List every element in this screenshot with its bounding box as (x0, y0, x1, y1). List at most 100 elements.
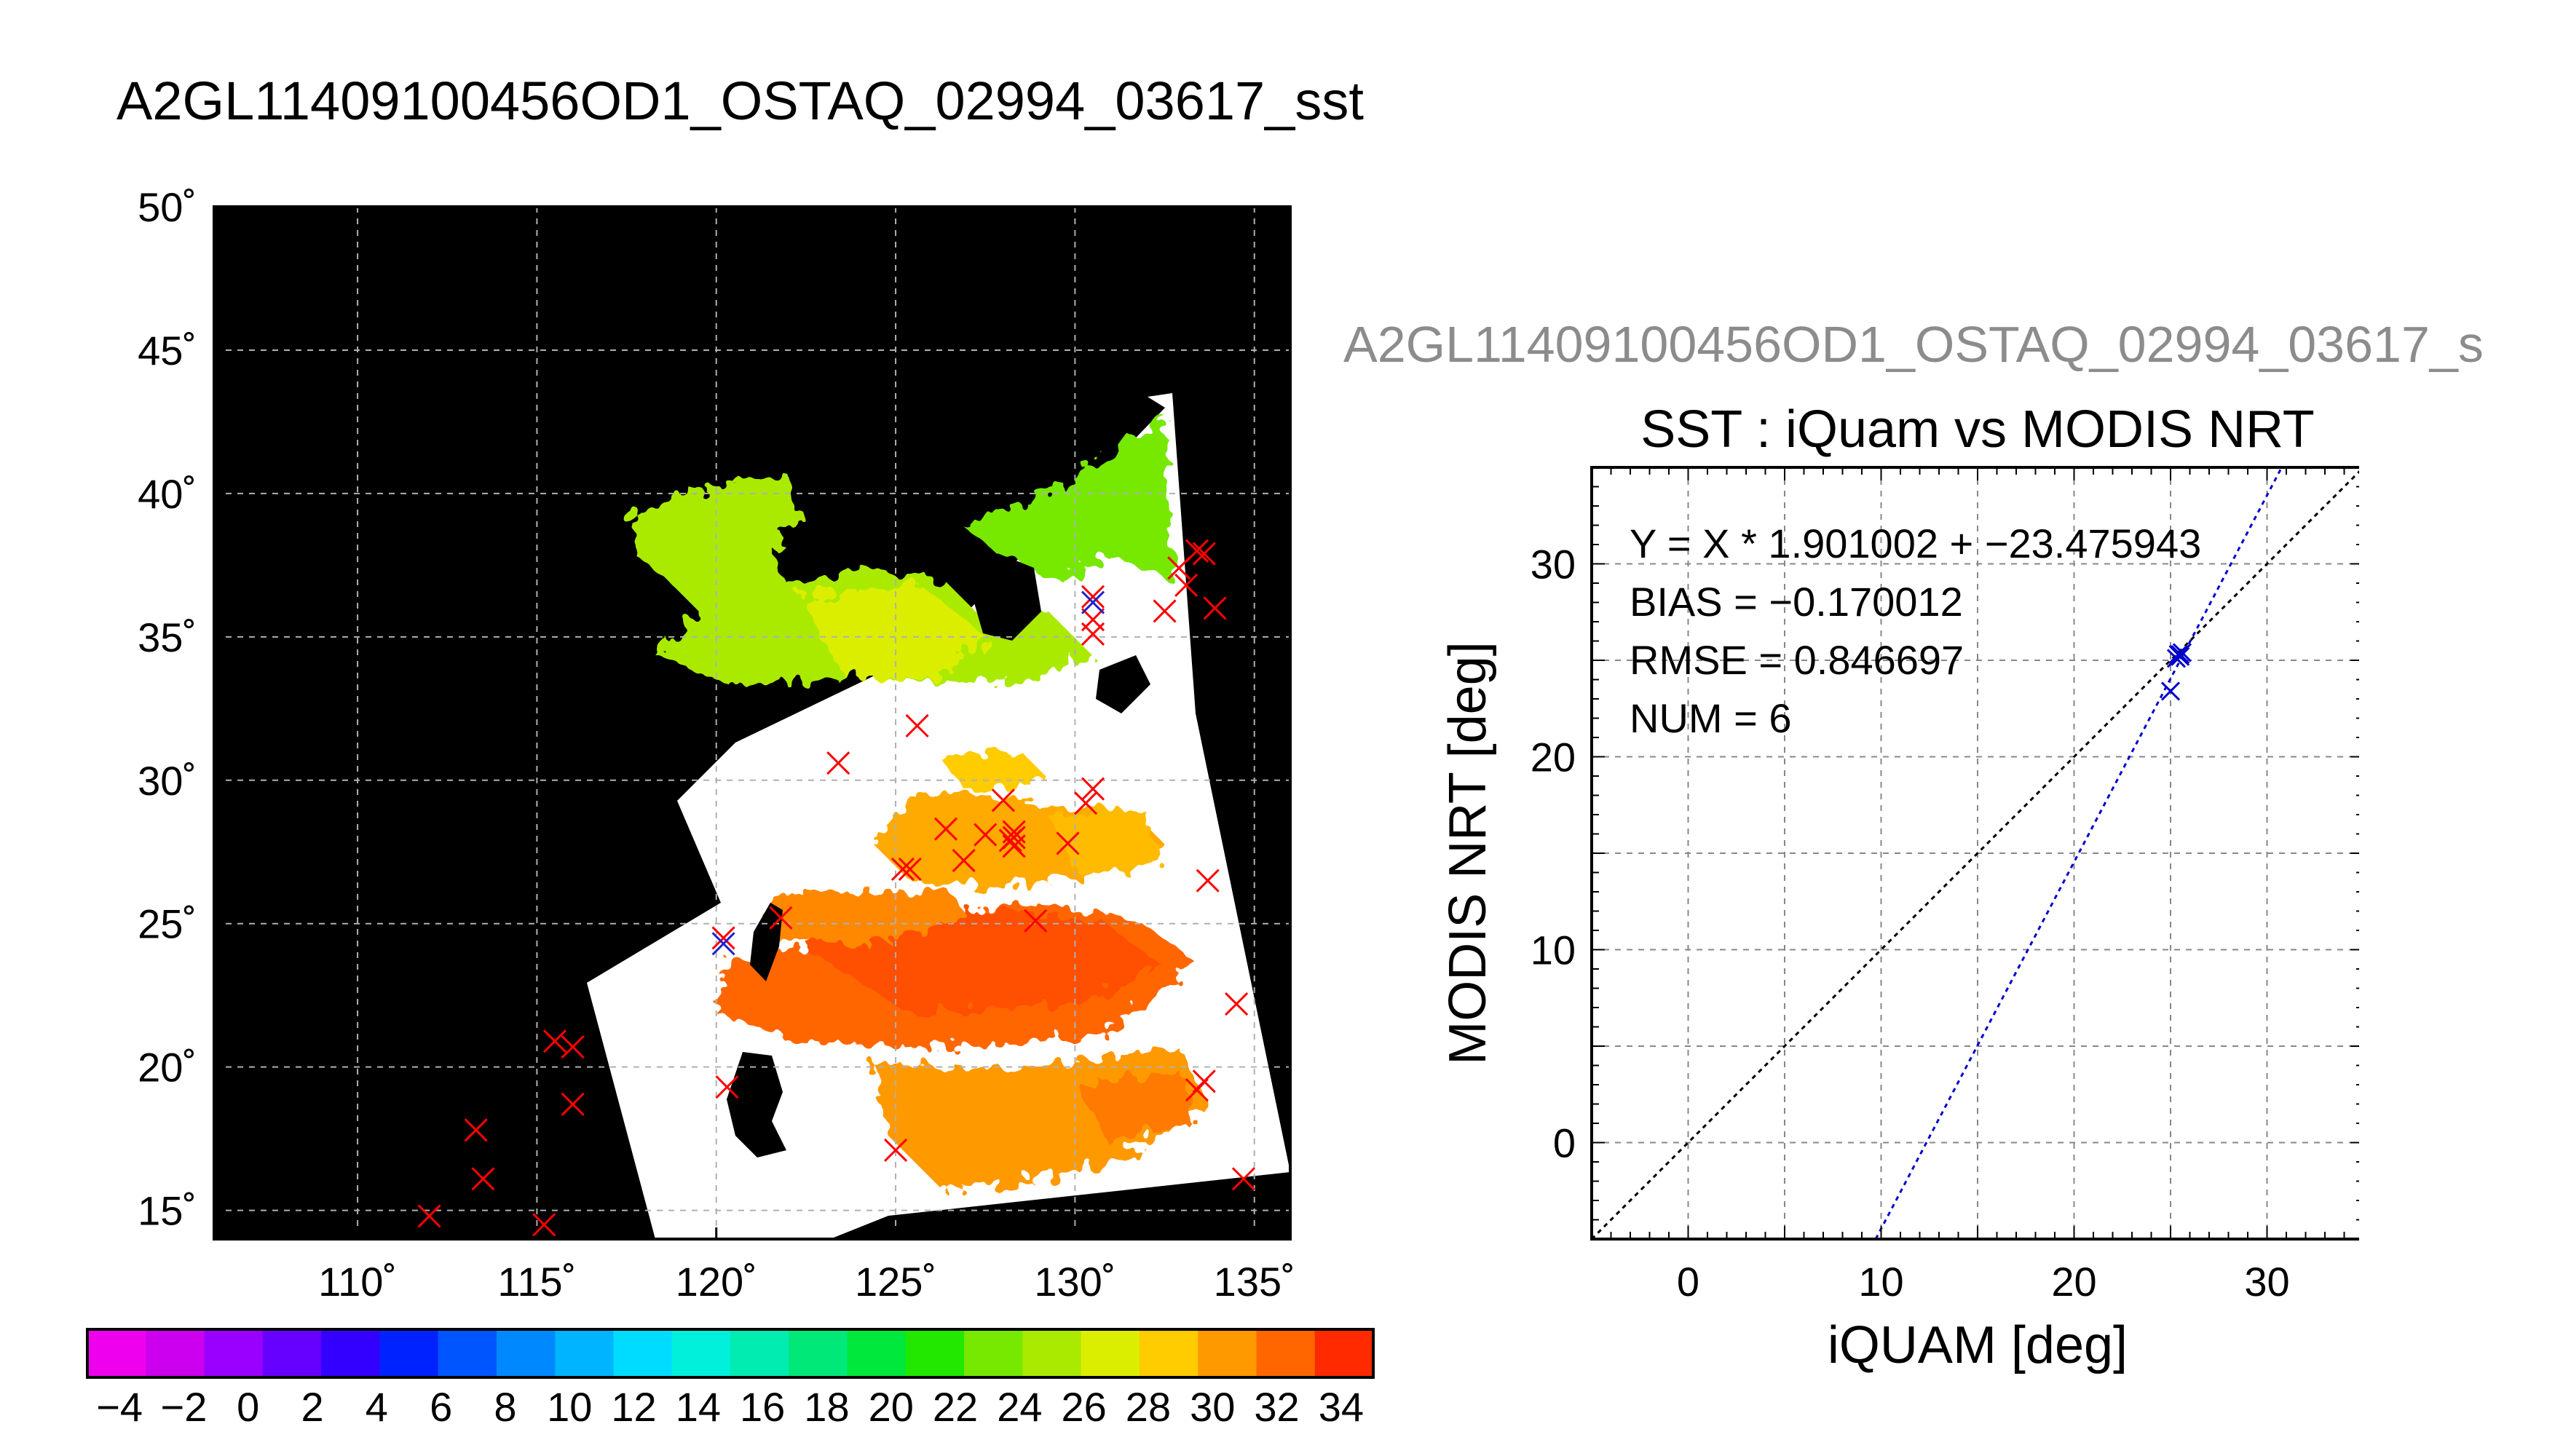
buoy-marker (471, 1167, 495, 1191)
scatter-points (2160, 643, 2192, 701)
buoy-marker (974, 823, 998, 847)
buoy-marker (898, 857, 922, 881)
scatter-stat-line: Y = X * 1.901002 + −23.475943 (1630, 521, 2201, 566)
colorbar-cell (1081, 1329, 1140, 1377)
map-frame (213, 205, 1292, 1241)
map-lat-label: 15˚ (138, 1188, 197, 1234)
map-lat-label: 40˚ (138, 471, 197, 517)
map-lon-label: 125˚ (855, 1259, 936, 1305)
buoy-marker (1153, 599, 1177, 623)
matchup-marker (1081, 590, 1105, 614)
buoy-marker (1192, 542, 1216, 566)
colorbar-cell (1198, 1329, 1257, 1377)
scatter-y-tick-label: 0 (1553, 1120, 1576, 1166)
colorbar-tick-label: 32 (1254, 1384, 1299, 1430)
buoy-marker (1185, 1078, 1209, 1102)
scatter-stat-line: BIAS = −0.170012 (1630, 579, 1963, 625)
buoy-marker (561, 1092, 585, 1116)
map-lon-label: 135˚ (1214, 1259, 1295, 1305)
scatter-x-axis-label: iQUAM [deg] (1828, 1316, 2128, 1374)
colorbar-tick-label: 22 (933, 1384, 978, 1430)
buoy-marker (905, 713, 929, 737)
kyushu-island (1096, 655, 1150, 713)
colorbar-cell (87, 1329, 146, 1377)
colorbar-cell (438, 1329, 497, 1377)
buoy-marker (1074, 791, 1098, 815)
map-lat-label: 45˚ (138, 328, 197, 373)
colorbar-tick-label: 24 (997, 1384, 1042, 1430)
colorbar-cell (204, 1329, 264, 1377)
scatter-file-title: A2GL11409100456OD1_OSTAQ_02994_03617_s (1343, 316, 2484, 373)
colorbar-tick-label: 2 (301, 1384, 323, 1430)
colorbar-cells (87, 1329, 1374, 1377)
regression-line (1874, 467, 2283, 1239)
scatter-plot: SST : iQuam vs MODIS NRT 0 10 20 30 0 10 20 30… (1439, 400, 2359, 1374)
colorbar-cell (555, 1329, 614, 1377)
buoy-marker (1024, 909, 1048, 933)
colorbar-cell (379, 1329, 439, 1377)
buoy-marker (891, 857, 915, 881)
scatter-y-tick-label: 10 (1531, 927, 1576, 973)
map-lat-label: 35˚ (138, 614, 197, 660)
colorbar-cell (321, 1329, 380, 1377)
colorbar-tick-label: 18 (804, 1384, 849, 1430)
scatter-statistics: Y = X * 1.901002 + −23.475943 BIAS = −0.1… (1630, 521, 2201, 741)
colorbar-tick-label: −2 (161, 1384, 208, 1430)
buoy-marker (1231, 1167, 1256, 1191)
colorbar-tick-label: 0 (237, 1384, 259, 1430)
scatter-y-tick-labels: 0 10 20 30 (1531, 542, 1576, 1166)
matchup-marker (711, 932, 735, 956)
map-lon-label: 110˚ (318, 1259, 397, 1305)
colorbar-tick-label: 30 (1190, 1384, 1235, 1430)
identity-line (1592, 470, 2359, 1239)
map-lon-label: 120˚ (676, 1259, 757, 1305)
colorbar-cell (1022, 1329, 1082, 1377)
scatter-x-tick-label: 30 (2244, 1259, 2289, 1305)
colorbar-tick-label: 28 (1126, 1384, 1171, 1430)
map-lat-label: 30˚ (138, 758, 197, 804)
map-lat-label: 20˚ (138, 1045, 197, 1091)
colorbar-cell (905, 1329, 965, 1377)
buoy-marker (1196, 869, 1220, 893)
colorbar-tick-label: 10 (547, 1384, 592, 1430)
scatter-y-tick-label: 30 (1531, 542, 1576, 587)
luzon-island (727, 1052, 786, 1158)
buoy-marker (561, 1035, 585, 1059)
colorbar-tick-label: 34 (1319, 1384, 1364, 1430)
colorbar-tick-label: 26 (1062, 1384, 1107, 1430)
sst-map: 110˚ 115˚ 120˚ 125˚ 130˚ 135˚ 50˚ 45˚ 40˚ 35˚ 30˚… (138, 184, 1295, 1305)
scatter-x-tick-label: 10 (1858, 1259, 1903, 1305)
map-lat-label: 25˚ (138, 901, 197, 947)
sst-colorbar: −4 −2 0 2 4 6 8 10 12 14 16 18 20 22 24 26 28 30 32 34 (86, 1328, 1375, 1430)
buoy-marker (1002, 834, 1026, 858)
buoy-marker (884, 1138, 908, 1162)
scatter-y-axis-label: MODIS NRT [deg] (1439, 641, 1497, 1065)
buoy-marker (933, 817, 958, 841)
colorbar-tick-label: 12 (611, 1384, 656, 1430)
buoy-marker (1081, 585, 1105, 609)
buoy-marker (1185, 539, 1209, 563)
land-masses (727, 553, 1150, 1158)
scatter-x-tick-labels: 0 10 20 30 (1677, 1259, 2290, 1305)
buoy-marker (715, 1075, 739, 1099)
buoy-marker (826, 751, 850, 775)
scatter-stat-line: NUM = 6 (1630, 695, 1792, 741)
scatter-y-tick-label: 20 (1531, 735, 1576, 780)
korea-peninsula (968, 553, 1041, 641)
colorbar-tick-label: 20 (869, 1384, 914, 1430)
buoy-marker (1225, 992, 1249, 1016)
map-tick-marks (214, 205, 1256, 1239)
colorbar-cell (847, 1329, 907, 1377)
colorbar-tick-label: 16 (740, 1384, 785, 1430)
colorbar-tick-label: 6 (430, 1384, 452, 1430)
colorbar-cell (262, 1329, 322, 1377)
map-lat-label: 50˚ (138, 184, 197, 230)
scatter-point (2160, 681, 2181, 701)
colorbar-cell (496, 1329, 556, 1377)
scatter-tick-marks (1591, 467, 2359, 1240)
colorbar-cell (613, 1329, 673, 1377)
colorbar-tick-label: 14 (676, 1384, 721, 1430)
buoy-marker (464, 1118, 488, 1142)
colorbar-cell (1314, 1329, 1374, 1377)
colorbar-tick-label: 4 (366, 1384, 388, 1430)
